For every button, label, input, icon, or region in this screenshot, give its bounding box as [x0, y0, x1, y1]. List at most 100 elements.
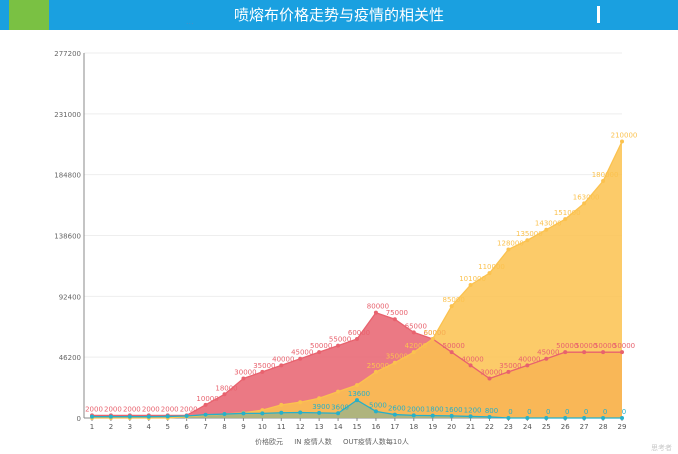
- data-label: 45000: [291, 349, 313, 357]
- data-point: [355, 398, 359, 403]
- data-point: [260, 369, 265, 374]
- data-point: [336, 411, 341, 416]
- data-label: 2000: [161, 405, 179, 413]
- data-label: 18000: [215, 384, 237, 392]
- data-label: 2000: [123, 405, 141, 413]
- data-point: [563, 416, 568, 420]
- x-tick-label: 1: [90, 423, 94, 431]
- data-label: 50000: [575, 342, 597, 350]
- data-label: 1600: [445, 406, 463, 414]
- x-tick-label: 23: [504, 423, 513, 431]
- data-label: 128000: [497, 239, 524, 247]
- data-point: [620, 416, 624, 420]
- data-point: [487, 376, 492, 381]
- data-label: 2000: [85, 405, 103, 413]
- data-label: 135000: [516, 230, 543, 238]
- data-point: [449, 350, 454, 355]
- data-point: [392, 412, 397, 417]
- data-point: [279, 402, 284, 407]
- data-point: [317, 410, 322, 415]
- data-label: 25000: [367, 362, 389, 370]
- data-point: [506, 247, 511, 252]
- x-tick-label: 7: [203, 423, 207, 431]
- data-point: [222, 412, 227, 417]
- data-point: [601, 350, 606, 355]
- data-label: 0: [546, 408, 550, 416]
- data-point: [601, 416, 606, 420]
- data-point: [601, 178, 606, 183]
- data-label: 50000: [556, 342, 578, 350]
- data-point: [222, 392, 227, 397]
- data-point: [336, 343, 341, 348]
- data-point: [544, 356, 549, 361]
- page-dots: ...: [186, 17, 194, 26]
- y-tick-label: 231000: [54, 111, 81, 119]
- data-label: 35000: [253, 362, 275, 370]
- watermark: 思考者: [651, 444, 672, 452]
- x-tick-label: 29: [618, 423, 627, 431]
- data-label: 800: [485, 407, 498, 415]
- data-label: 35000: [499, 362, 521, 370]
- data-point: [487, 414, 492, 419]
- data-point: [525, 416, 530, 420]
- data-point: [260, 411, 265, 416]
- data-label: 80000: [367, 303, 389, 311]
- data-label: 75000: [386, 309, 408, 317]
- data-point: [298, 410, 303, 415]
- x-tick-label: 13: [315, 423, 324, 431]
- area-series-2: [92, 141, 622, 418]
- title-banner: 喷熔布价格走势与疫情的相关性: [0, 0, 678, 30]
- data-point: [279, 363, 284, 368]
- data-label: 85000: [443, 296, 465, 304]
- x-tick-label: 5: [165, 423, 169, 431]
- data-point: [487, 271, 492, 276]
- data-label: 40000: [461, 355, 483, 363]
- data-label: 3900: [312, 403, 330, 411]
- data-label: 151000: [554, 209, 581, 217]
- data-label: 110000: [478, 263, 505, 271]
- y-tick-label: 92400: [59, 293, 81, 301]
- data-point: [127, 414, 132, 419]
- data-point: [392, 360, 397, 365]
- data-point: [373, 409, 378, 414]
- data-label: 40000: [272, 355, 294, 363]
- data-label: 2000: [407, 405, 425, 413]
- data-point: [317, 396, 322, 401]
- data-label: 3600: [331, 403, 349, 411]
- x-tick-label: 26: [561, 423, 570, 431]
- data-point: [355, 383, 359, 388]
- y-tick-label: 0: [77, 415, 81, 423]
- data-point: [203, 402, 208, 407]
- data-point: [373, 369, 378, 374]
- data-point: [582, 416, 587, 420]
- data-label: 210000: [611, 131, 638, 139]
- accent-block: [9, 0, 49, 30]
- data-point: [317, 350, 322, 355]
- data-point: [468, 363, 473, 368]
- data-label: 143000: [535, 220, 562, 228]
- legend-price: 价格欧元: [255, 438, 283, 446]
- data-label: 101000: [459, 275, 486, 283]
- data-point: [582, 201, 587, 206]
- data-label: 0: [622, 408, 626, 416]
- x-tick-label: 19: [428, 423, 437, 431]
- y-tick-label: 46200: [59, 354, 81, 362]
- data-point: [449, 304, 454, 309]
- data-point: [411, 350, 416, 355]
- data-label: 180000: [592, 171, 619, 179]
- data-point: [355, 336, 359, 341]
- data-point: [506, 416, 511, 420]
- x-tick-label: 4: [147, 423, 152, 431]
- data-point: [184, 414, 189, 419]
- data-point: [582, 350, 587, 355]
- data-label: 35000: [386, 353, 408, 361]
- x-tick-label: 24: [523, 423, 532, 431]
- data-point: [336, 389, 341, 394]
- data-point: [430, 413, 435, 418]
- data-label: 50000: [443, 342, 465, 350]
- data-point: [563, 217, 568, 222]
- data-label: 2000: [142, 405, 160, 413]
- x-tick-label: 18: [409, 423, 418, 431]
- data-label: 50000: [310, 342, 332, 350]
- data-label: 0: [603, 408, 607, 416]
